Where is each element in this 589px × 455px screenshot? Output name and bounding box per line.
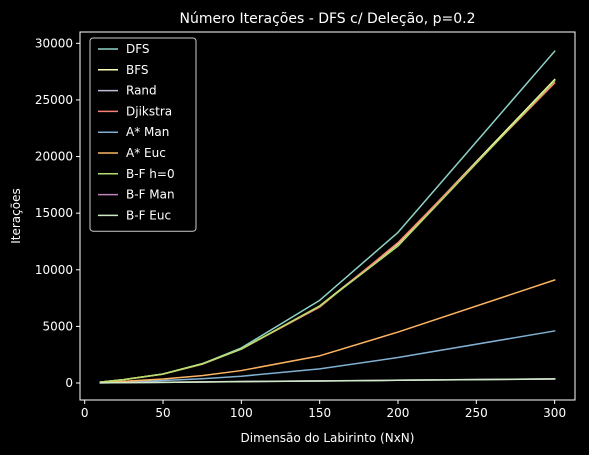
legend-label-djikstra: Djikstra [126, 104, 172, 118]
series-line-a-euc [99, 279, 556, 384]
y-tick-label: 30000 [35, 36, 73, 50]
series-lines [99, 50, 556, 384]
y-axis-label: Iterações [9, 188, 23, 244]
legend-label-b-f-man: B-F Man [126, 188, 175, 202]
legend: DFS BFS Rand Djikstra A* Man A* Euc B-F h=0 B-F… [89, 37, 197, 232]
legend-label-dfs: DFS [126, 42, 150, 56]
x-tick-label: 100 [230, 406, 253, 420]
legend-label-b-f-h-0: B-F h=0 [126, 167, 175, 181]
y-tick-label: 5000 [42, 319, 73, 333]
axes-frame [79, 31, 576, 401]
legend-label-a-man: A* Man [126, 125, 169, 139]
x-axis-ticks: 0 50 100 150 200 250 300 [81, 400, 566, 420]
x-tick-label: 50 [155, 406, 170, 420]
y-tick-label: 15000 [35, 206, 73, 220]
y-tick-label: 10000 [35, 263, 73, 277]
y-tick-label: 0 [65, 376, 73, 390]
x-axis-label: Dimensão do Labirinto (NxN) [241, 431, 415, 445]
legend-label-rand: Rand [126, 84, 157, 98]
x-tick-label: 300 [543, 406, 566, 420]
legend-label-bfs: BFS [126, 63, 149, 77]
legend-frame [89, 37, 197, 232]
y-tick-label: 25000 [35, 93, 73, 107]
series-line-b-f-h-0 [99, 79, 556, 383]
chart-title: Número Iterações - DFS c/ Deleção, p=0.2 [179, 11, 475, 27]
legend-label-b-f-euc: B-F Euc [126, 208, 171, 222]
x-tick-label: 250 [465, 406, 488, 420]
x-tick-label: 150 [308, 406, 331, 420]
y-axis-ticks: 0 5000 10000 15000 20000 25000 30000 [35, 36, 80, 390]
x-tick-label: 0 [81, 406, 89, 420]
y-tick-label: 20000 [35, 150, 73, 164]
legend-label-a-euc: A* Euc [126, 146, 166, 160]
series-line-b-f-euc [99, 378, 556, 384]
series-line-a-man [99, 330, 556, 384]
x-tick-label: 200 [387, 406, 410, 420]
